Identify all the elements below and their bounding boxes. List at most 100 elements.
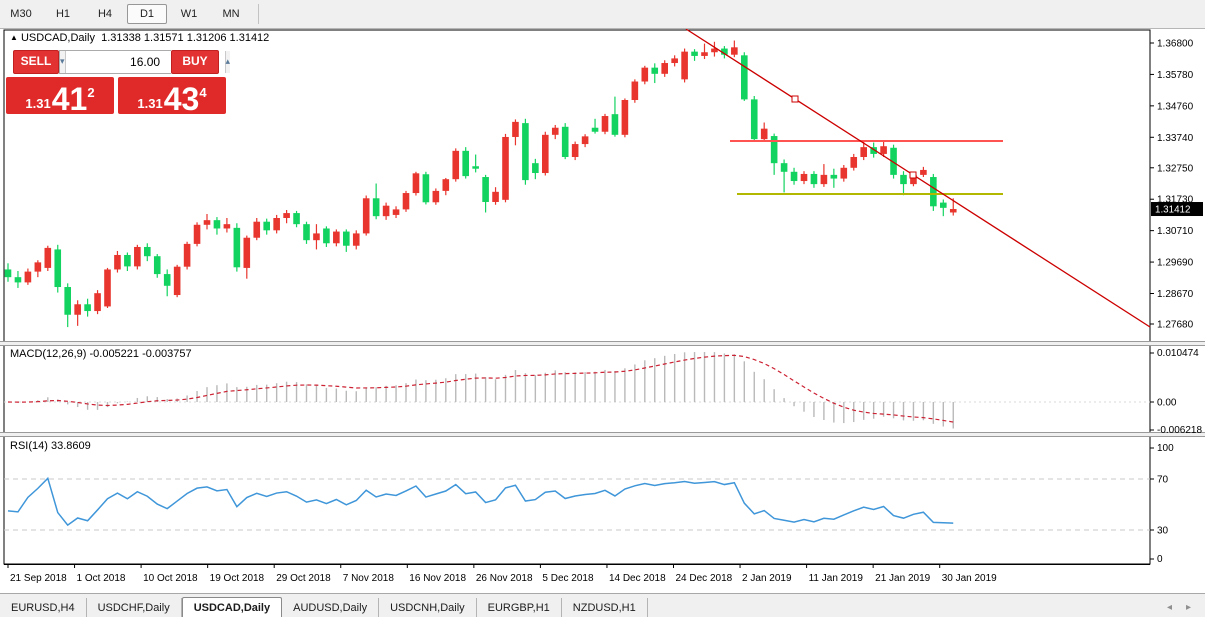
chart-tab-nzdusd-h1[interactable]: NZDUSD,H1 — [562, 598, 648, 617]
axis-label: 21 Sep 2018 — [10, 573, 67, 584]
volume-increase-icon[interactable]: ▴ — [224, 51, 231, 73]
chart-tab-usdcnh-daily[interactable]: USDCNH,Daily — [379, 598, 477, 617]
candle-body — [223, 224, 231, 229]
timeframe-button-h4[interactable]: H4 — [97, 8, 113, 20]
candle-body — [333, 231, 340, 244]
axis-label: 1.29690 — [1157, 258, 1194, 269]
axis-label: 0.00 — [1157, 398, 1177, 409]
ask-point: 4 — [199, 85, 207, 100]
axis-label: 30 — [1157, 526, 1169, 537]
candle-body — [661, 63, 668, 74]
candle-body — [452, 150, 460, 180]
symbol-header: ▲ USDCAD,Daily 1.31338 1.31571 1.31206 1… — [10, 32, 269, 44]
current-price-tag — [1151, 202, 1203, 217]
candle-body — [74, 304, 81, 315]
candle-body — [830, 174, 838, 179]
bid-price-box[interactable]: 1.31 41 2 — [6, 77, 114, 115]
candle-body — [701, 52, 708, 56]
candle-body — [402, 193, 410, 210]
timeframe-button-mn[interactable]: MN — [222, 8, 240, 20]
candle-body — [94, 293, 101, 312]
chart-tab-usdcad-daily[interactable]: USDCAD,Daily — [181, 597, 283, 617]
candle-body — [571, 144, 579, 158]
pane-separator[interactable] — [0, 341, 1205, 346]
axis-label: 16 Nov 2018 — [409, 573, 466, 584]
volume-spinner: ▾ ▴ — [59, 50, 231, 74]
candle-body — [313, 233, 320, 241]
chart-tab-audusd-daily[interactable]: AUDUSD,Daily — [282, 598, 380, 617]
candle-body — [691, 51, 698, 56]
collapse-arrow-icon[interactable]: ▲ — [10, 33, 18, 42]
candle-body — [522, 123, 529, 181]
candle-body — [343, 231, 350, 246]
axis-label: 1.32750 — [1157, 163, 1194, 174]
chart-tab-usdchf-daily[interactable]: USDCHF,Daily — [87, 598, 182, 617]
axis-label: 1.28670 — [1157, 289, 1194, 300]
trendline-handle[interactable] — [791, 95, 799, 103]
axis-label: 5 Dec 2018 — [542, 573, 594, 584]
volume-decrease-icon[interactable]: ▾ — [60, 51, 66, 73]
buy-button[interactable]: BUY — [171, 50, 219, 74]
axis-label: 19 Oct 2018 — [210, 573, 265, 584]
timeframe-toolbar: M30 H1 H4 D1 W1 MN — [0, 0, 1205, 29]
candle-body — [392, 209, 400, 215]
axis-label: 29 Oct 2018 — [276, 573, 331, 584]
candle-body — [114, 254, 121, 270]
candle-body — [372, 198, 380, 217]
axis-label: 10 Oct 2018 — [143, 573, 198, 584]
candle-body — [641, 67, 649, 82]
trendline-handle[interactable] — [909, 171, 917, 179]
candle-body — [920, 169, 927, 175]
ask-price-box[interactable]: 1.31 43 4 — [118, 77, 226, 115]
chart-tab-eurusd-h4[interactable]: EURUSD,H4 — [0, 598, 87, 617]
candle-body — [631, 81, 639, 101]
tab-scroll-buttons: ◂ ▸ — [1167, 602, 1191, 614]
candle-body — [432, 190, 440, 203]
axis-label: 1 Oct 2018 — [77, 573, 126, 584]
candle-body — [203, 220, 211, 225]
timeframe-button-m30[interactable]: M30 — [10, 8, 32, 20]
candle-body — [233, 227, 241, 268]
candle-body — [512, 121, 519, 137]
tab-scroll-right-icon[interactable]: ▸ — [1185, 602, 1191, 613]
axis-label: 1.36800 — [1157, 39, 1194, 50]
macd-name: MACD(12,26,9) — [10, 348, 87, 360]
candle-body — [651, 67, 659, 74]
candle-body — [193, 224, 201, 244]
candle-body — [621, 100, 629, 135]
candle-body — [532, 163, 539, 174]
sell-button[interactable]: SELL — [13, 50, 59, 74]
one-click-trade-panel: SELL ▾ ▴ BUY 1.31 41 2 1.31 43 4 — [6, 49, 231, 144]
candle-body — [4, 269, 12, 278]
candle-body — [253, 221, 261, 238]
axis-label: 100 — [1157, 443, 1174, 454]
chart-tab-eurgbp-h1[interactable]: EURGBP,H1 — [477, 598, 562, 617]
candle-body — [263, 221, 270, 231]
axis-label: 1.27680 — [1157, 319, 1194, 330]
tab-scroll-left-icon[interactable]: ◂ — [1166, 602, 1172, 613]
candle-body — [153, 256, 161, 275]
chart-window: 1.36800 1.35780 1.34760 1.33740 1.32750 1.317… — [0, 29, 1205, 593]
candle-body — [442, 179, 450, 191]
timeframe-button-h1[interactable]: H1 — [55, 8, 71, 20]
candle-body — [362, 198, 370, 234]
candle-body — [84, 304, 91, 312]
timeframe-button-d1[interactable]: D1 — [127, 4, 167, 24]
bid-point: 2 — [87, 85, 95, 100]
candle-body — [760, 128, 768, 140]
macd-current-values: -0.005221 -0.003757 — [89, 348, 192, 360]
candle-body — [681, 51, 688, 80]
axis-label: 24 Dec 2018 — [676, 573, 733, 584]
candle-body — [144, 246, 151, 257]
candle-body — [303, 224, 310, 241]
candle-body — [54, 249, 62, 288]
candle-body — [14, 277, 22, 283]
candle-body — [551, 127, 559, 135]
candle-body — [770, 136, 778, 164]
timeframe-button-w1[interactable]: W1 — [180, 8, 198, 20]
pane-separator[interactable] — [0, 432, 1205, 437]
candle-body — [810, 173, 818, 185]
candle-body — [293, 213, 300, 225]
descending-trendline[interactable] — [685, 29, 1151, 328]
